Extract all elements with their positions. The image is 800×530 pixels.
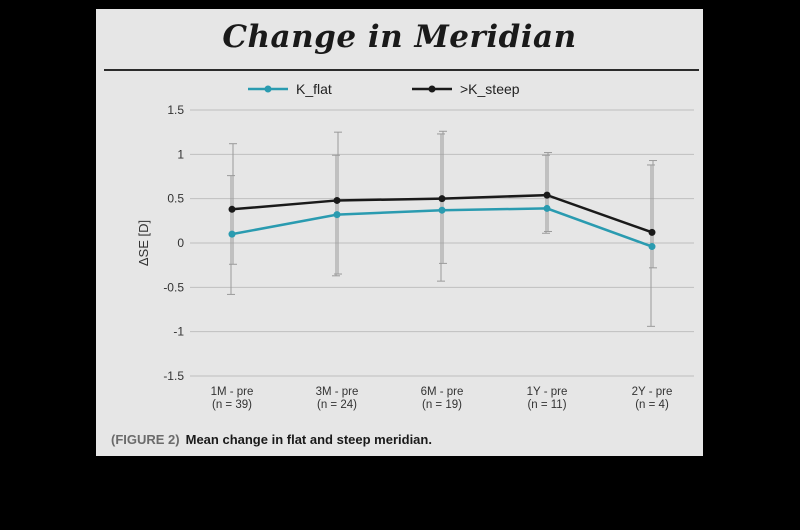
x-tick-label-count: (n = 24) bbox=[317, 399, 357, 411]
y-axis-title: ΔSE [D] bbox=[136, 220, 151, 266]
legend-swatch-marker bbox=[264, 85, 272, 93]
x-tick-label-count: (n = 4) bbox=[635, 399, 669, 411]
legend-swatch-marker bbox=[428, 85, 436, 93]
x-tick-label: 1M - pre bbox=[211, 386, 254, 398]
figure-panel: Change in Meridian -1.5 -1 -0.5 0 0.5 1 1.5 ΔSE… bbox=[96, 9, 703, 456]
x-tick-label: 2Y - pre bbox=[632, 386, 673, 398]
y-tick-label: 1 bbox=[177, 147, 184, 161]
y-tick-label: 0.5 bbox=[167, 192, 184, 206]
y-tick-label: -0.5 bbox=[163, 280, 184, 294]
x-tick-label: 1Y - pre bbox=[527, 386, 568, 398]
figure-caption: (FIGURE 2) Mean change in flat and steep … bbox=[111, 432, 432, 447]
data-point bbox=[543, 191, 551, 199]
y-tick-label: -1.5 bbox=[163, 369, 184, 383]
data-point bbox=[648, 228, 656, 236]
x-tick-label-count: (n = 11) bbox=[527, 399, 566, 411]
x-tick-label-count: (n = 19) bbox=[422, 399, 462, 411]
title-divider bbox=[104, 69, 699, 71]
series-line bbox=[231, 207, 653, 248]
data-point bbox=[543, 204, 551, 212]
data-point bbox=[228, 230, 236, 238]
data-point bbox=[648, 243, 656, 251]
data-point bbox=[438, 195, 446, 203]
data-point bbox=[333, 196, 341, 204]
data-point bbox=[438, 206, 446, 214]
legend-label: K_flat bbox=[296, 81, 332, 97]
caption-text: Mean change in flat and steep meridian. bbox=[185, 432, 432, 447]
caption-number: (FIGURE 2) bbox=[111, 432, 180, 447]
data-point bbox=[228, 205, 236, 213]
data-point bbox=[333, 211, 341, 219]
x-tick-label: 6M - pre bbox=[421, 386, 464, 398]
x-tick-label-count: (n = 39) bbox=[212, 399, 252, 411]
y-tick-label: 0 bbox=[177, 236, 184, 250]
line-chart: -1.5 -1 -0.5 0 0.5 1 1.5 ΔSE [D] 1M - pre(n = 39… bbox=[136, 81, 694, 411]
y-tick-label: -1 bbox=[173, 325, 184, 339]
y-tick-label: 1.5 bbox=[167, 103, 184, 117]
x-tick-label: 3M - pre bbox=[316, 386, 359, 398]
legend-label: >K_steep bbox=[460, 81, 520, 97]
chart-title: Change in Meridian bbox=[222, 19, 577, 55]
